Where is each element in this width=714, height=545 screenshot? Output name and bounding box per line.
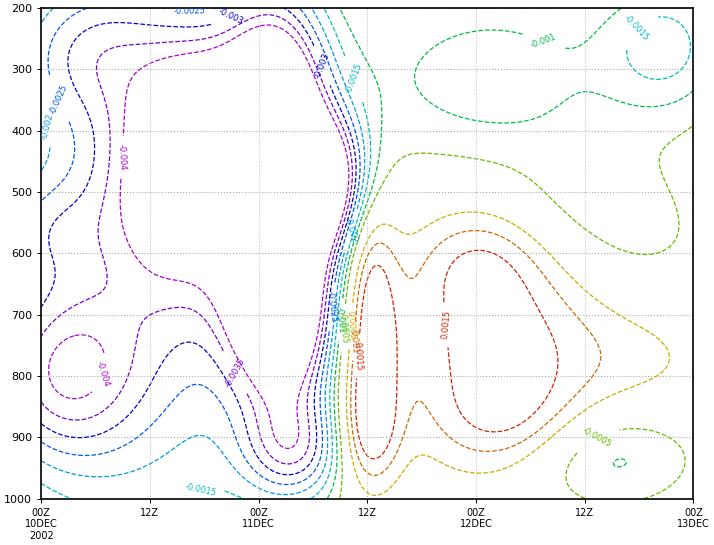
Text: -0.0015: -0.0015: [184, 482, 217, 498]
Text: -0.003: -0.003: [217, 7, 245, 26]
Text: -0.002: -0.002: [343, 216, 359, 244]
Text: -0.0025: -0.0025: [326, 290, 338, 323]
Text: -0.0025: -0.0025: [48, 83, 69, 116]
Text: -0.0005: -0.0005: [338, 312, 349, 344]
Text: -0.0015: -0.0015: [623, 14, 651, 43]
Text: -0.0035: -0.0035: [223, 356, 247, 389]
Text: -0.001: -0.001: [529, 32, 557, 50]
Text: 0.001: 0.001: [348, 329, 359, 353]
Text: -0.004: -0.004: [95, 360, 111, 388]
Text: -0.0025: -0.0025: [174, 6, 206, 16]
Text: -0.0015: -0.0015: [344, 62, 363, 95]
Text: -0.002: -0.002: [39, 112, 55, 140]
Text: -0.001: -0.001: [335, 306, 346, 334]
Text: -0.0005: -0.0005: [580, 426, 613, 450]
Text: -0.003: -0.003: [313, 51, 331, 80]
Text: 0.0015: 0.0015: [440, 310, 452, 340]
Text: -0.004: -0.004: [117, 144, 127, 171]
Text: 0.0005: 0.0005: [346, 311, 356, 340]
Text: 0.0015: 0.0015: [353, 341, 363, 371]
